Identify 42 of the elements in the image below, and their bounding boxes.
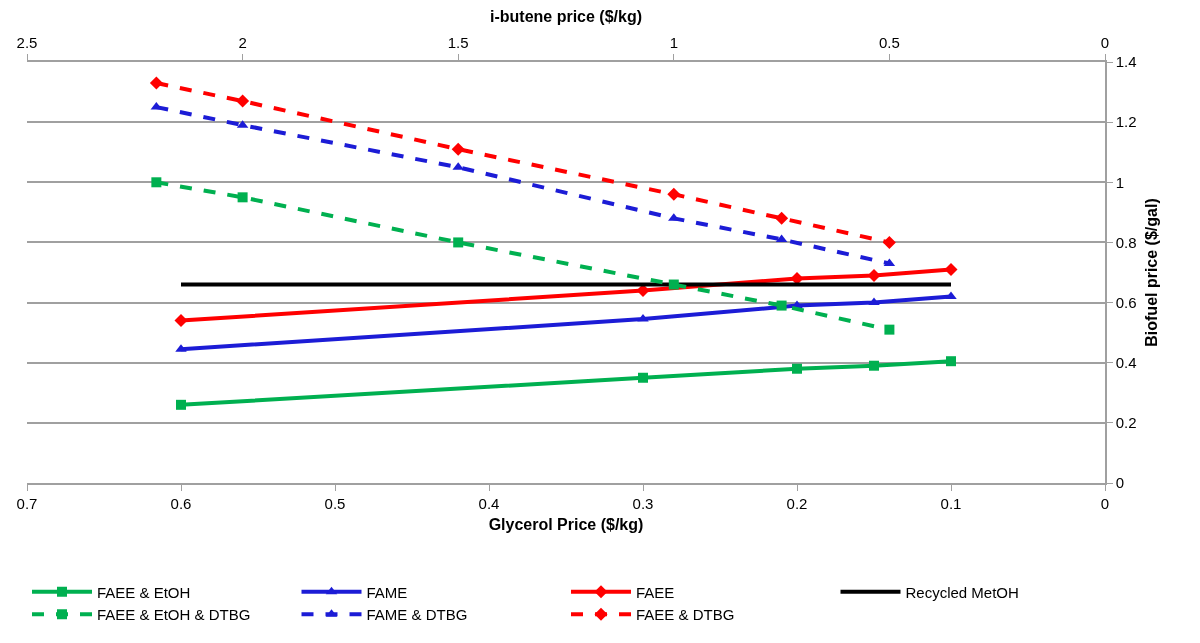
point <box>638 372 648 383</box>
x-axis-title: Glycerol Price ($/kg) <box>488 515 644 533</box>
legend-label: FAME <box>366 583 408 601</box>
x2-tick-label: 1.5 <box>447 34 469 52</box>
y-axis-title: Biofuel price ($/gal) <box>1142 198 1160 347</box>
x-tick-label: 0.7 <box>16 494 38 512</box>
point <box>945 291 957 300</box>
x2-tick-label: 2 <box>238 34 247 52</box>
x2-tick-label: 2.5 <box>16 34 38 52</box>
y-tick-label: 1 <box>1115 173 1125 191</box>
point <box>869 360 879 371</box>
y-tick-label: 0.8 <box>1115 233 1137 251</box>
point <box>868 297 880 306</box>
x-tick-label: 0.3 <box>632 494 654 512</box>
y-tick-label: 0.2 <box>1115 414 1137 432</box>
legend-label: FAME & DTBG <box>366 606 468 624</box>
y-tick-label: 1.2 <box>1115 113 1137 131</box>
x2-tick-label: 0.5 <box>878 34 900 52</box>
point <box>792 363 802 374</box>
point <box>946 356 956 367</box>
point <box>944 262 958 276</box>
x-tick-label: 0.4 <box>478 494 500 512</box>
y-tick-label: 0.4 <box>1115 353 1137 371</box>
legend-label: FAEE & EtOH & DTBG <box>97 606 251 624</box>
x-tick-label: 0.1 <box>940 494 962 512</box>
x-tick-label: 0.5 <box>324 494 346 512</box>
y-tick-label: 1.4 <box>1115 53 1137 71</box>
legend-label: FAEE & DTBG <box>636 606 735 624</box>
point <box>174 314 188 328</box>
x-tick-label: 0.6 <box>170 494 192 512</box>
point <box>867 269 881 283</box>
legend-label: FAEE <box>636 583 675 601</box>
point <box>176 399 186 410</box>
x2-tick-label: 0 <box>1100 34 1110 52</box>
legend-label: FAEE & EtOH <box>97 583 191 601</box>
x2-tick-label: 1 <box>669 34 678 52</box>
x2-axis-title: i-butene price ($/kg) <box>489 7 643 25</box>
y-tick-label: 0.6 <box>1115 293 1137 311</box>
y-tick-label: 0 <box>1115 474 1125 492</box>
x-tick-label: 0 <box>1100 494 1110 512</box>
x-tick-label: 0.2 <box>786 494 808 512</box>
legend-label: Recycled MetOH <box>905 583 1019 601</box>
